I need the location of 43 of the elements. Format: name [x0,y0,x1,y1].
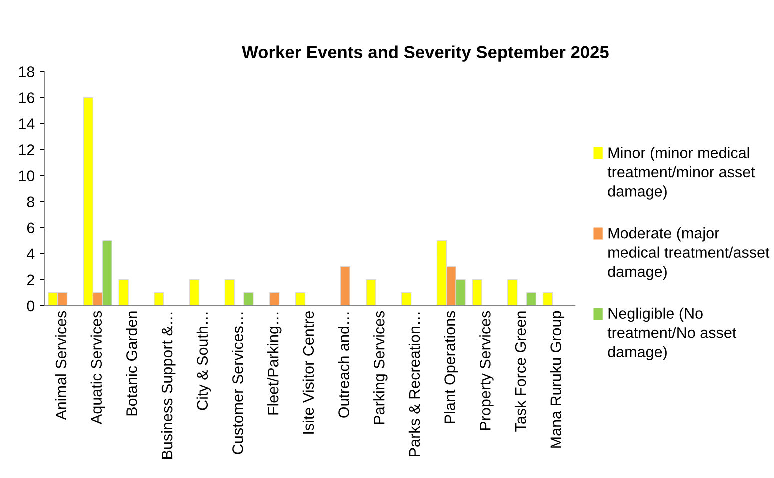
x-tick-label: Parks & Recreation… [408,312,420,456]
bar [270,292,280,306]
bar [366,280,376,306]
legend-label: Negligible (No treatment/No asset damage) [608,308,737,361]
x-tick-label: Outreach and… [338,312,350,418]
y-tick-label: 2 [27,274,34,286]
bar [542,292,554,306]
x-tick-label: Isite Visitor Centre [302,311,314,434]
x-tick-label: City & South… [196,312,212,410]
bar [340,266,350,306]
x-tick-label: Business Support &… [161,312,176,459]
chart-title: Worker Events and Severity September 2025 [242,46,609,62]
y-tick-label: 10 [19,170,35,182]
x-tick-label: Animal Services [55,311,67,420]
x-tick-label: Task Force Green [514,312,526,432]
bar [224,280,235,306]
y-tick-label: 18 [19,66,35,78]
legend-label: Moderate (major medical treatment/asset damage) [608,228,770,280]
bar [526,292,537,306]
y-tick-label: 12 [19,144,34,156]
bar [189,280,200,306]
y-tick-label: 16 [19,92,34,104]
bar [402,292,412,306]
x-tick-label: Fleet/Parking… [268,312,282,415]
y-tick-label: 0 [27,300,35,312]
legend-label: Minor (minor medical treatment/minor asset damage) [608,147,756,200]
bar [296,292,306,306]
bar [472,280,482,306]
x-tick-label: Plant Operations [444,311,458,424]
x-tick-label: Aquatic Services [90,311,106,425]
x-tick-label: Property Services [480,311,494,430]
bar [118,280,129,306]
bar [244,292,254,306]
x-tick-label: Parking Services [374,311,388,424]
y-tick-label: 6 [27,222,34,234]
x-tick-label: Mana Ruruku Group [550,311,565,448]
y-tick-label: 4 [27,248,35,260]
bar [154,292,164,306]
x-tick-label: Botanic Garden [126,312,138,416]
x-tick-label: Customer Services… [232,312,244,454]
y-tick-label: 8 [27,196,35,208]
bar [508,280,518,306]
y-tick-label: 14 [19,118,35,130]
